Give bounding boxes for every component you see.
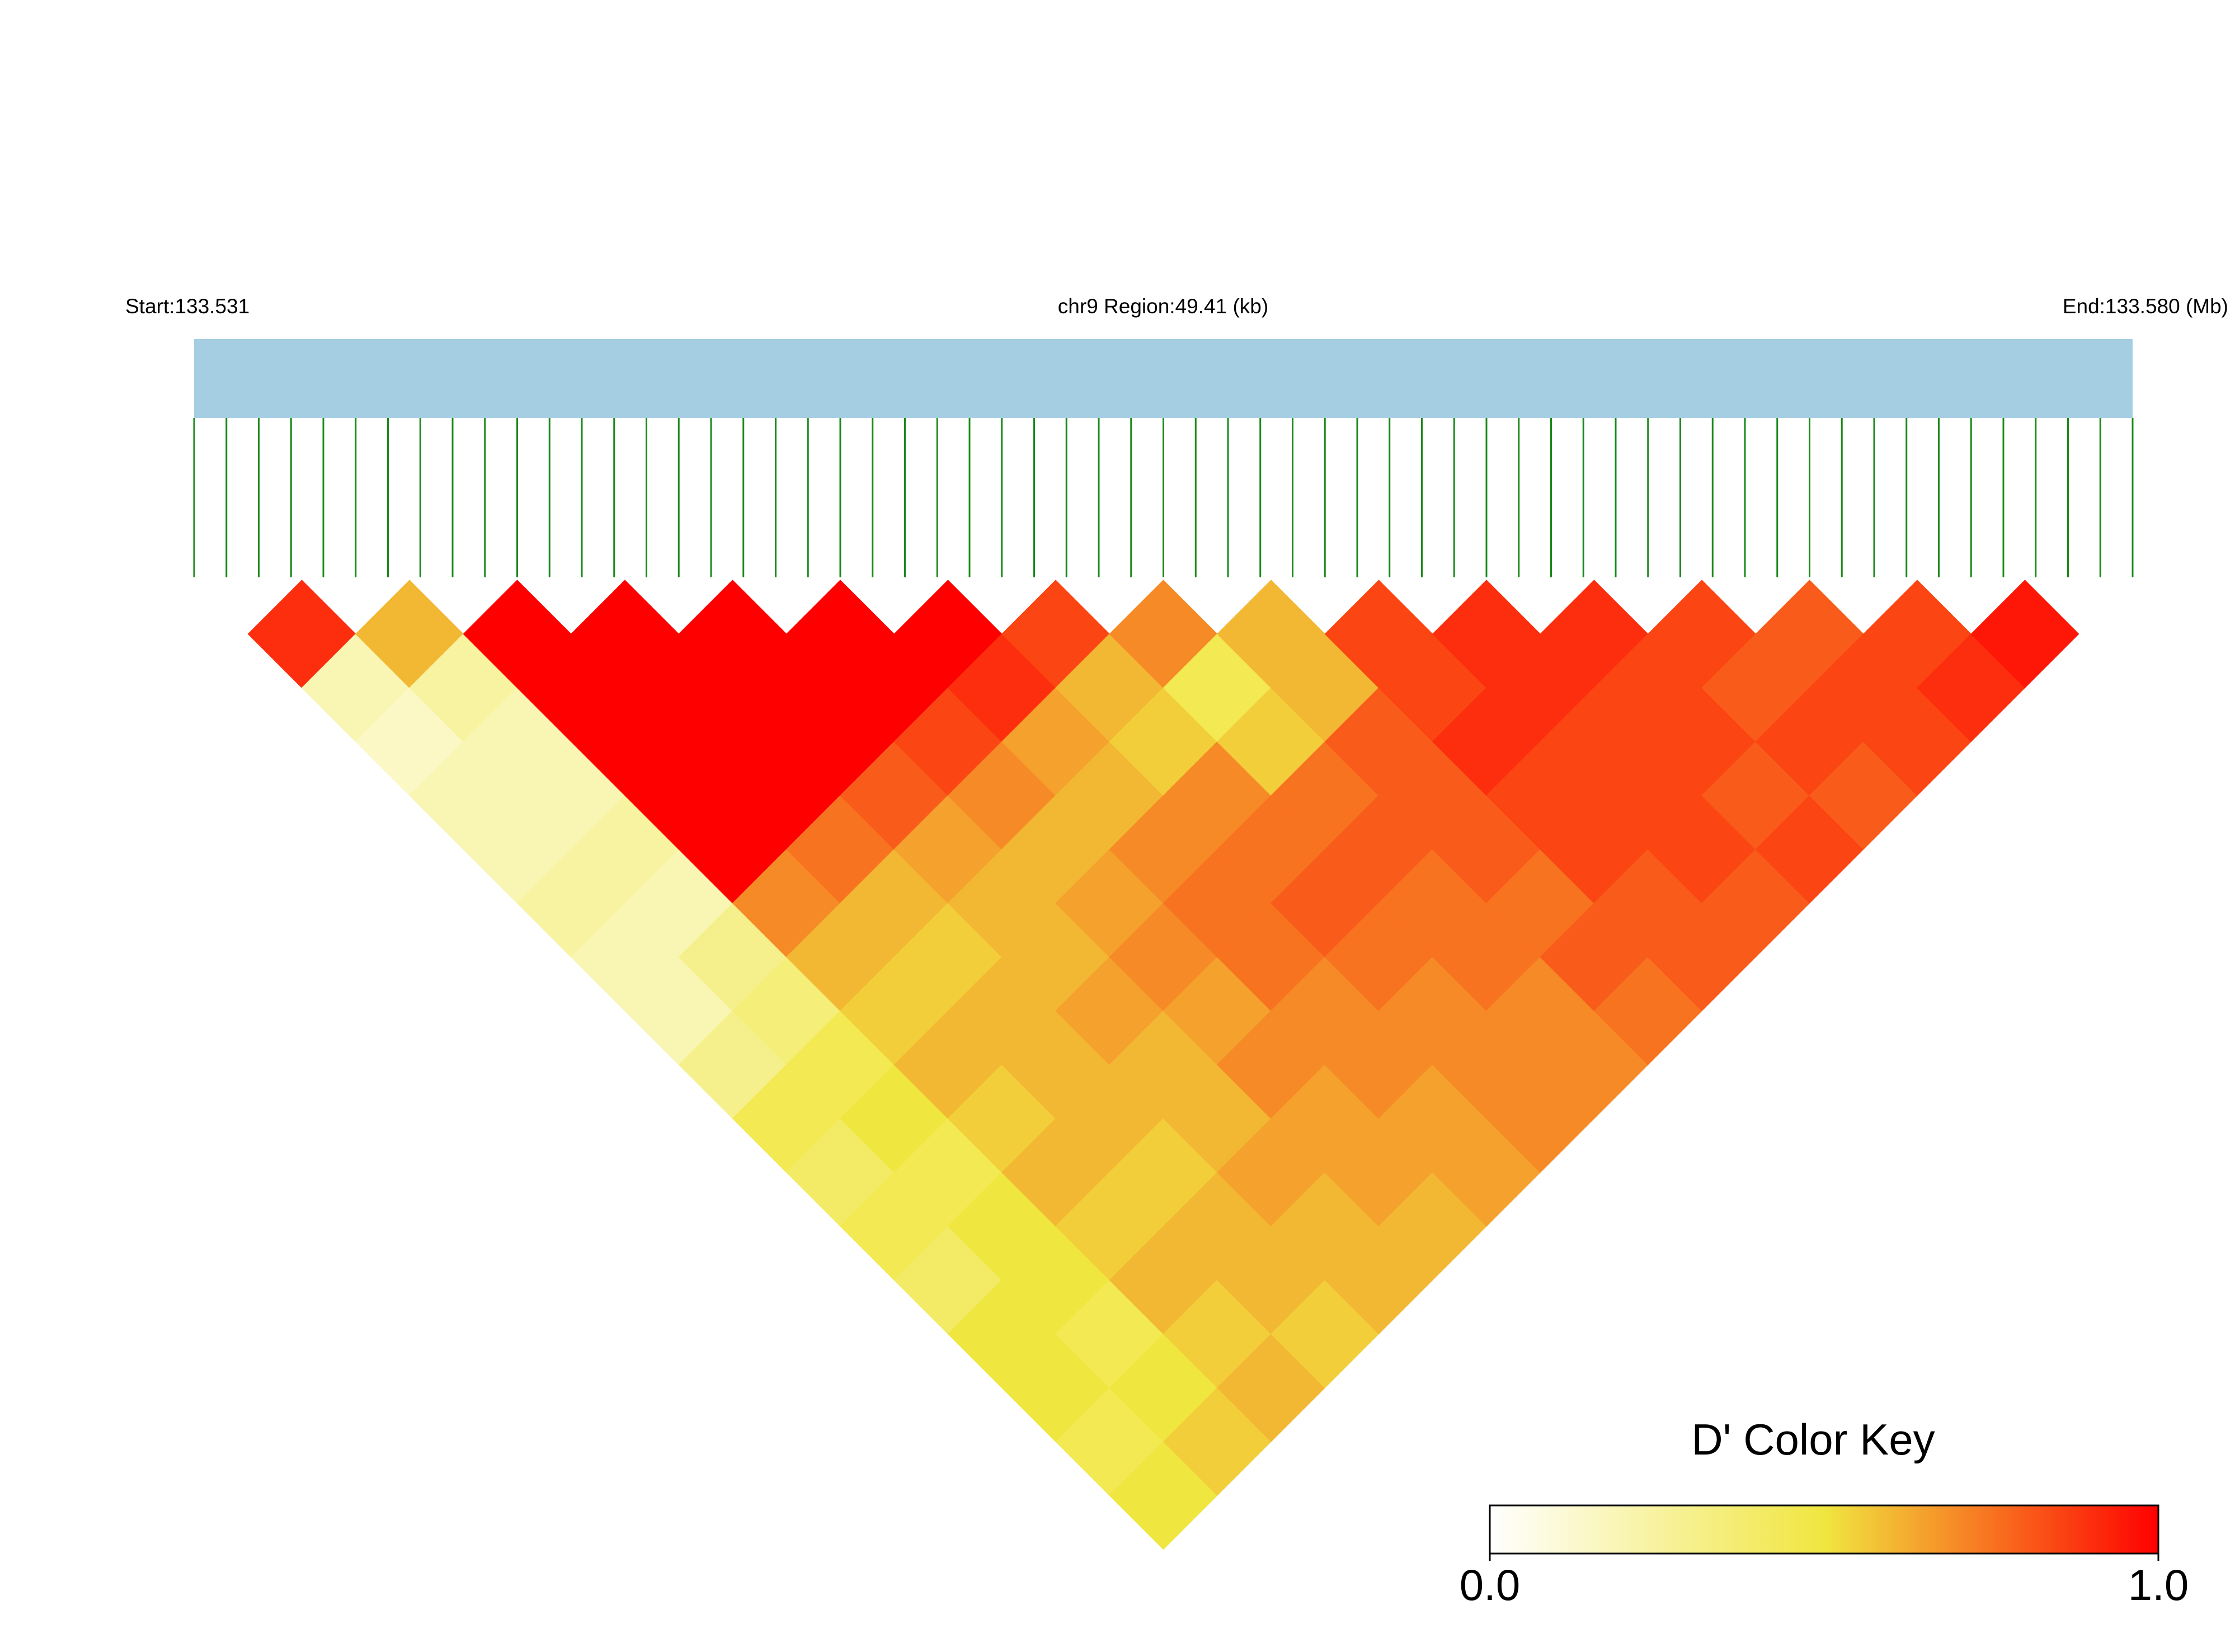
colorbar-tick-label: 1.0 [2128,1560,2189,1609]
colorbar-tick-label: 0.0 [1460,1560,1520,1609]
region-track [194,339,2133,418]
snp-connectors [193,418,2134,577]
ld-cell [1970,580,2079,689]
chart-title: chr9 Region:49.41 (kb) [1058,295,1268,318]
end-label: End:133.580 (Mb) [2063,295,2228,318]
start-label: Start:133.531 [125,295,250,318]
colorbar [1489,1504,2159,1555]
heatmap [247,580,2079,1550]
colorbar-title: D' Color Key [1691,1415,1935,1464]
